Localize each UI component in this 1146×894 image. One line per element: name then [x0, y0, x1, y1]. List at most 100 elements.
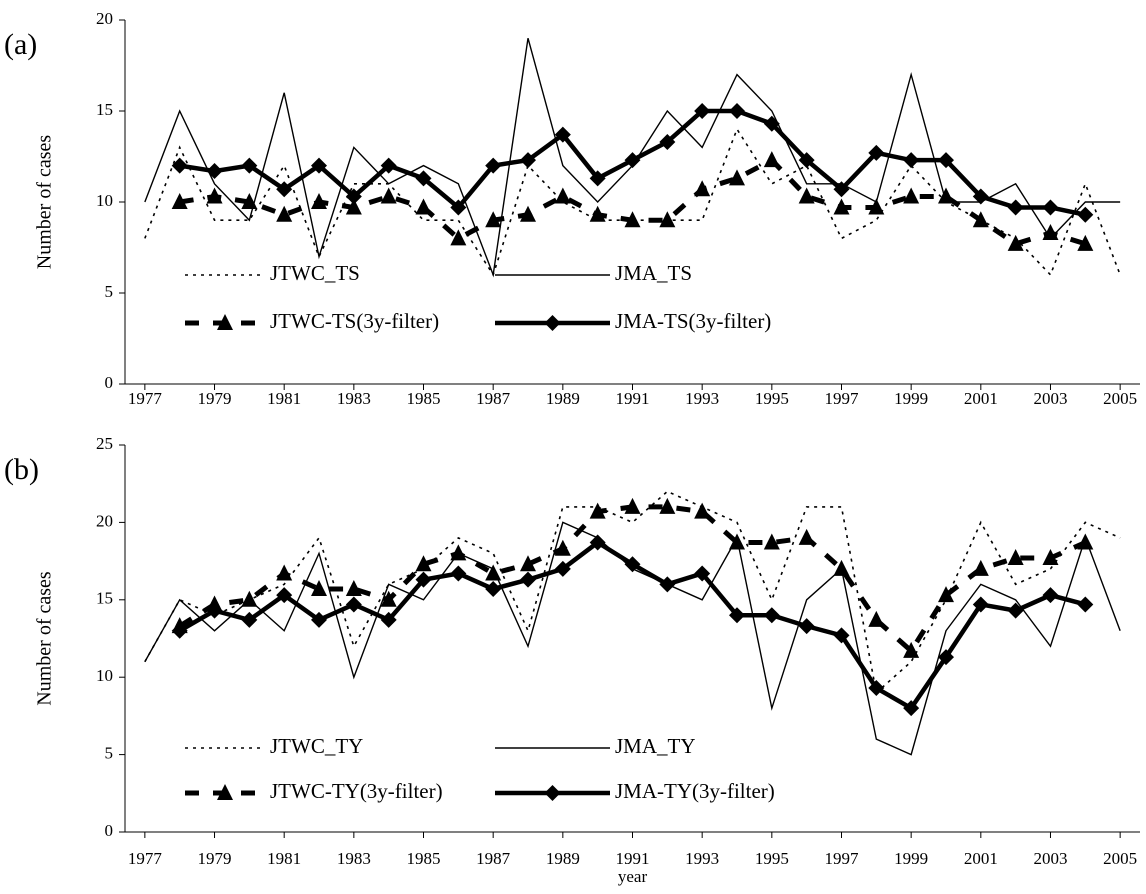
diamond-marker	[728, 103, 745, 119]
diamond-marker	[206, 163, 223, 180]
diamond-marker	[694, 103, 711, 119]
x-tick-label: 1985	[407, 389, 441, 408]
y-tick-label: 10	[96, 191, 113, 210]
diamond-marker	[415, 571, 432, 588]
diamond-marker	[554, 560, 571, 577]
triangle-marker	[206, 187, 223, 204]
legend-label: JTWC_TY	[270, 734, 363, 758]
legend-label: JTWC-TS(3y-filter)	[270, 309, 439, 333]
diamond-marker	[276, 181, 293, 198]
triangle-marker	[624, 497, 641, 514]
y-tick-label: 0	[105, 821, 114, 840]
legend-label: JMA-TY(3y-filter)	[615, 779, 775, 803]
triangle-marker	[415, 555, 432, 572]
triangle-marker	[763, 533, 780, 550]
diamond-marker	[1042, 587, 1059, 604]
triangle-marker	[415, 198, 432, 215]
y-tick-label: 25	[96, 434, 113, 453]
diamond-marker	[380, 157, 397, 174]
x-tick-label: 1983	[337, 849, 371, 868]
y-tick-label: 5	[105, 282, 114, 301]
triangle-marker	[659, 497, 676, 514]
diamond-marker	[311, 611, 328, 628]
diamond-marker	[659, 576, 676, 593]
x-tick-label: 1979	[198, 389, 232, 408]
diamond-marker	[1007, 602, 1024, 619]
diamond-marker	[450, 199, 467, 216]
x-tick-label: 2003	[1033, 849, 1067, 868]
diamond-marker	[763, 115, 780, 132]
diamond-marker	[937, 152, 954, 169]
triangle-marker	[972, 211, 989, 228]
diamond-marker	[1007, 199, 1024, 216]
legend-label: JMA_TY	[615, 734, 696, 758]
triangle-marker	[241, 590, 258, 607]
triangle-marker	[345, 198, 362, 215]
x-tick-label: 1999	[894, 849, 928, 868]
triangle-marker	[694, 180, 711, 197]
diamond-marker	[833, 181, 850, 198]
x-tick-label: 2005	[1103, 849, 1137, 868]
x-tick-label: 1983	[337, 389, 371, 408]
triangle-marker	[798, 187, 815, 204]
diamond-marker	[311, 157, 328, 174]
x-tick-label: 1981	[267, 849, 301, 868]
diamond-marker	[903, 700, 920, 717]
triangle-marker	[276, 205, 293, 222]
triangle-marker	[659, 211, 676, 228]
triangle-marker	[1042, 549, 1059, 566]
diamond-marker	[1042, 199, 1059, 216]
diamond-marker	[415, 170, 432, 187]
triangle-marker	[311, 579, 328, 596]
triangle-marker	[380, 590, 397, 607]
triangle-marker	[450, 229, 467, 246]
x-tick-label: 1979	[198, 849, 232, 868]
triangle-marker	[798, 528, 815, 545]
x-tick-label: 1997	[824, 849, 859, 868]
y-tick-label: 15	[96, 100, 113, 119]
diamond-marker	[520, 152, 537, 169]
series-line	[144, 490, 1121, 695]
y-axis-label: Number of cases	[34, 135, 56, 270]
legend-label: JMA_TS	[615, 261, 692, 285]
triangle-marker	[937, 187, 954, 204]
x-tick-label: 1985	[407, 849, 441, 868]
diamond-marker	[206, 602, 223, 619]
legend-label: JMA-TS(3y-filter)	[615, 309, 771, 333]
triangle-marker	[1007, 234, 1024, 251]
triangle-marker	[868, 198, 885, 215]
triangle-marker	[554, 187, 571, 204]
diamond-marker	[1077, 596, 1094, 613]
triangle-marker	[589, 502, 606, 519]
triangle-marker	[903, 641, 920, 658]
panel-label: (a)	[4, 28, 37, 61]
diamond-marker	[589, 170, 606, 187]
triangle-marker	[171, 193, 188, 209]
diamond-marker	[659, 133, 676, 150]
diamond-marker	[798, 152, 815, 169]
diamond-marker	[972, 188, 989, 205]
triangle-marker	[763, 151, 780, 168]
diamond-marker	[241, 611, 258, 628]
triangle-marker	[972, 559, 989, 576]
triangle-marker	[520, 205, 537, 222]
x-tick-label: 1977	[128, 389, 163, 408]
y-tick-label: 20	[96, 511, 113, 530]
triangle-marker	[833, 559, 850, 576]
x-tick-label: 1981	[267, 389, 301, 408]
triangle-marker	[1007, 549, 1024, 566]
x-tick-label: 2001	[964, 849, 998, 868]
triangle-marker	[868, 610, 885, 627]
legend-label: JTWC_TS	[270, 261, 360, 285]
diamond-marker	[485, 580, 502, 597]
series-line	[178, 504, 1087, 655]
diamond-marker	[972, 596, 989, 613]
x-tick-label: 1989	[546, 849, 580, 868]
triangle-marker	[345, 579, 362, 596]
diamond-marker	[171, 622, 188, 639]
diamond-marker	[554, 126, 571, 143]
triangle-marker	[217, 314, 233, 330]
x-tick-label: 1987	[476, 389, 511, 408]
y-tick-label: 0	[105, 373, 114, 392]
